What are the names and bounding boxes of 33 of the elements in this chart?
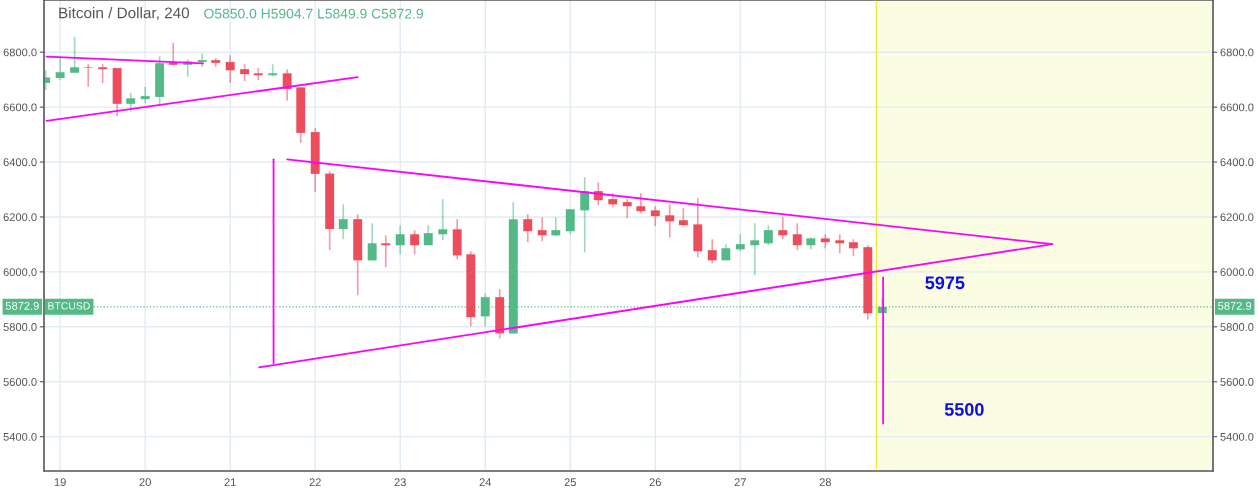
x-tick-label: 21 [224, 478, 236, 486]
y2-tick-label: 5800.0 [1220, 323, 1254, 331]
x-tick-label: 22 [309, 478, 321, 486]
ref-line-label: 5872.9 [1218, 301, 1252, 310]
x-tick-label: 28 [819, 478, 832, 487]
chart-subtitle: O5850.0 H5904.7 L5849.9 C5872.9 [204, 8, 423, 19]
x-tick-label: 26 [649, 478, 661, 487]
y-tick-label: 6600.0 [3, 103, 37, 112]
x-tick-label: 19 [54, 478, 66, 487]
text: 5872.9 [5, 301, 39, 310]
annotation: 5500 [944, 403, 984, 416]
y2-tick-label: 5400.0 [1220, 432, 1254, 441]
chart-title: Bitcoin / Dollar, 240 [59, 7, 190, 21]
annotation: 5975 [925, 276, 965, 290]
y-tick-label: 5800.0 [3, 323, 37, 331]
x-tick-label: 20 [139, 478, 151, 487]
y-tick-label: 6200.0 [3, 213, 37, 222]
y2-tick-label: 6600.0 [1220, 103, 1254, 112]
y2-tick-label: 6000.0 [1220, 268, 1254, 277]
y-tick-label: 6000.0 [3, 268, 37, 277]
y2-tick-label: 5600.0 [1220, 378, 1254, 386]
y-tick-label: 6400.0 [3, 158, 37, 167]
x-tick-label: 23 [394, 478, 406, 487]
y2-tick-label: 6400.0 [1220, 158, 1254, 167]
y-tick-label: 5400.0 [3, 432, 37, 441]
y-tick-label: 5600.0 [3, 378, 37, 386]
y2-tick-label: 6800.0 [1220, 48, 1254, 57]
annotation: BTCUSD [48, 302, 90, 310]
x-tick-label: 24 [479, 478, 492, 486]
y-tick-label: 6800.0 [3, 48, 37, 57]
x-tick-label: 25 [564, 478, 576, 487]
x-tick-label: 27 [734, 478, 746, 486]
y2-tick-label: 6200.0 [1220, 213, 1254, 222]
